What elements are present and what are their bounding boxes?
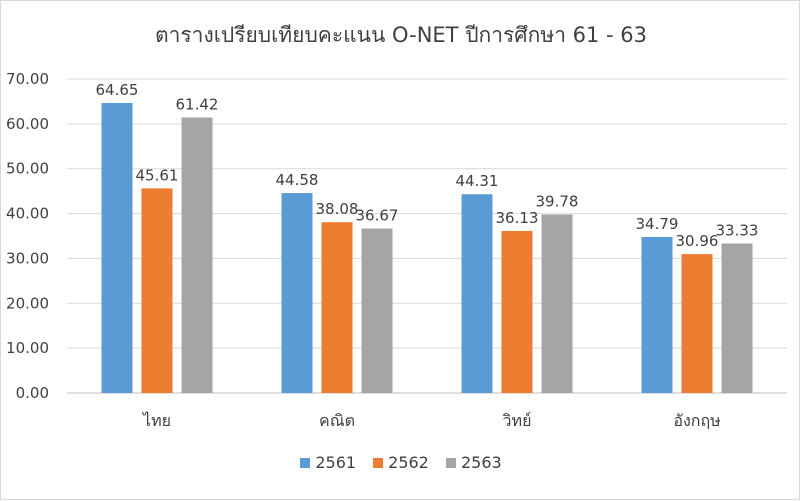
data-label: 39.78 bbox=[536, 193, 579, 211]
bar-2563-3 bbox=[721, 243, 753, 393]
chart-title: ตารางเปรียบเทียบคะแนน O-NET ปีการศึกษา 6… bbox=[154, 23, 648, 47]
legend-item-2562: 2562 bbox=[373, 453, 429, 472]
legend-label: 2561 bbox=[315, 453, 357, 472]
bar-2561-1 bbox=[281, 193, 313, 393]
bar-2563-1 bbox=[361, 228, 393, 393]
y-tick-label: 70.00 bbox=[6, 70, 49, 88]
data-label: 38.08 bbox=[316, 200, 359, 218]
data-label: 64.65 bbox=[96, 81, 139, 99]
data-label: 33.33 bbox=[716, 221, 759, 239]
y-tick-label: 50.00 bbox=[6, 160, 49, 178]
legend-item-2561: 2561 bbox=[300, 453, 356, 472]
bar-2561-0 bbox=[101, 102, 133, 394]
y-tick-label: 40.00 bbox=[6, 205, 49, 223]
legend-swatch bbox=[300, 457, 311, 468]
legend-swatch bbox=[445, 457, 456, 468]
bar-2561-3 bbox=[641, 236, 673, 393]
data-label: 45.61 bbox=[136, 166, 179, 184]
bar-2562-1 bbox=[321, 222, 353, 393]
bar-2562-0 bbox=[141, 188, 173, 393]
category-label: คณิต bbox=[319, 411, 355, 430]
y-tick-label: 10.00 bbox=[6, 339, 49, 357]
data-label: 30.96 bbox=[676, 232, 719, 250]
y-tick-label: 0.00 bbox=[16, 384, 49, 402]
bar-2562-2 bbox=[501, 230, 533, 393]
category-label: อังกฤษ bbox=[673, 411, 720, 430]
bar-2561-2 bbox=[461, 194, 493, 393]
bar-2562-3 bbox=[681, 254, 713, 393]
legend-item-2563: 2563 bbox=[445, 453, 502, 472]
data-label: 61.42 bbox=[176, 95, 219, 113]
category-label: ไทย bbox=[141, 411, 171, 430]
legend: 2561 2562 2563 bbox=[1, 453, 800, 472]
bar-2563-2 bbox=[541, 214, 573, 393]
legend-label: 2563 bbox=[460, 453, 502, 472]
category-label: วิทย์ bbox=[503, 411, 532, 430]
data-label: 36.67 bbox=[356, 207, 399, 225]
y-tick-label: 60.00 bbox=[6, 115, 49, 133]
data-label: 44.31 bbox=[456, 172, 499, 190]
legend-label: 2562 bbox=[388, 453, 429, 472]
data-label: 44.58 bbox=[276, 171, 319, 189]
y-tick-label: 20.00 bbox=[6, 294, 49, 312]
data-label: 36.13 bbox=[496, 209, 539, 227]
y-tick-label: 30.00 bbox=[6, 249, 49, 267]
legend-swatch bbox=[373, 457, 384, 468]
data-label: 34.79 bbox=[636, 215, 679, 233]
bar-2563-0 bbox=[181, 117, 213, 393]
